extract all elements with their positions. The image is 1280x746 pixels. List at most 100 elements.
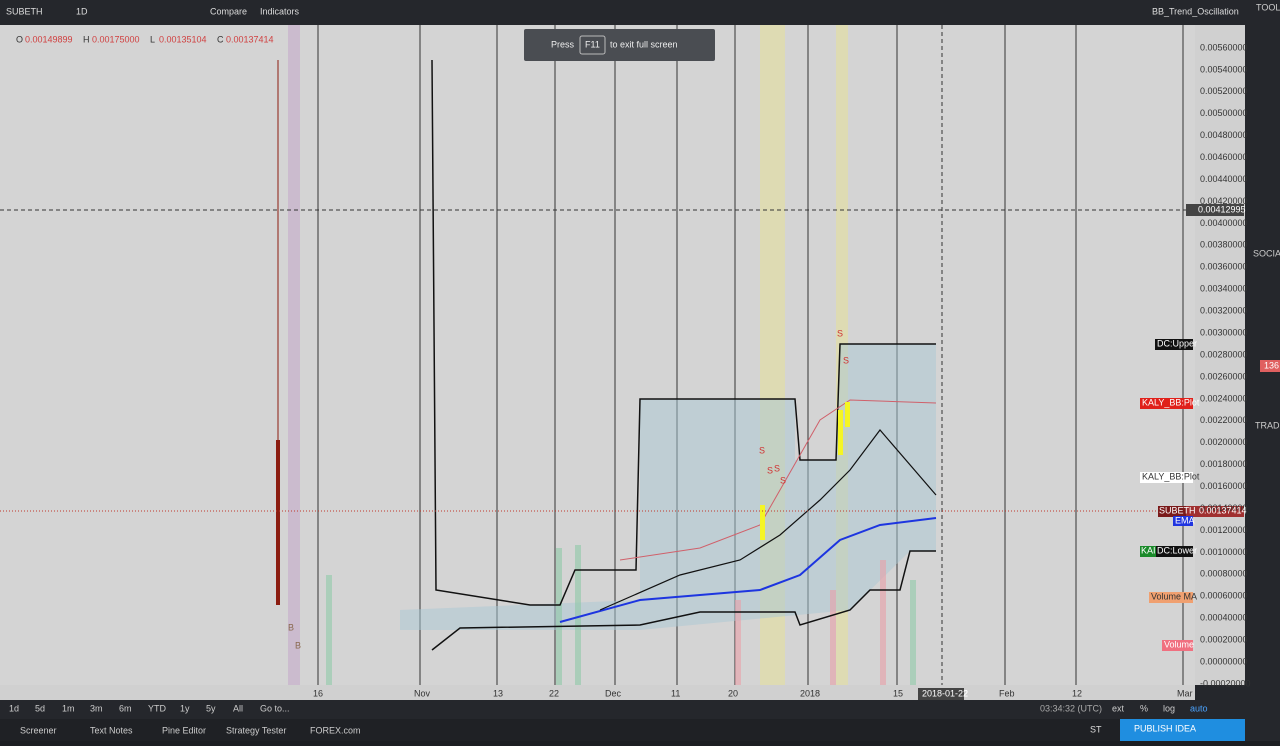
time-label: 16 bbox=[313, 688, 323, 698]
ohlc-value: 0.00135104 bbox=[159, 34, 207, 44]
price-label: 0.00160000 bbox=[1200, 481, 1248, 491]
label-box bbox=[1173, 516, 1193, 526]
price-label: 0.00300000 bbox=[1200, 327, 1248, 337]
bottom-tab[interactable]: FOREX.com bbox=[310, 725, 361, 735]
bottom-tab[interactable]: Pine Editor bbox=[162, 725, 206, 735]
range-button[interactable]: 1m bbox=[62, 703, 75, 713]
last-price-box bbox=[1186, 506, 1244, 517]
time-label: 11 bbox=[671, 688, 680, 698]
label-box bbox=[1156, 546, 1193, 557]
time-label: 2018 bbox=[800, 688, 820, 698]
toast-text: Press bbox=[551, 39, 575, 49]
time-label: Feb bbox=[999, 688, 1015, 698]
range-button[interactable]: 5y bbox=[206, 703, 216, 713]
sidebar-section: TRADE bbox=[1255, 420, 1280, 430]
range-button[interactable]: Go to... bbox=[260, 703, 290, 713]
range-button[interactable]: YTD bbox=[148, 703, 167, 713]
buy-marker: B bbox=[288, 622, 294, 632]
volume-bar bbox=[830, 590, 836, 685]
chart-area bbox=[0, 25, 1195, 685]
basis-line bbox=[599, 429, 937, 611]
time-label: 15 bbox=[893, 688, 903, 698]
crosshair-date-box bbox=[918, 688, 964, 700]
volume-bars bbox=[326, 545, 916, 685]
price-label: 0.00540000 bbox=[1200, 64, 1248, 74]
price-label: 0.00180000 bbox=[1200, 459, 1248, 469]
volume-bar bbox=[556, 548, 562, 685]
price-label: 0.00020000 bbox=[1200, 634, 1248, 644]
price-label: 0.00380000 bbox=[1200, 240, 1248, 250]
st-icon[interactable]: ST bbox=[1090, 724, 1102, 734]
interval[interactable]: 1D bbox=[76, 6, 88, 16]
key-box bbox=[579, 35, 606, 55]
volume-bar bbox=[735, 600, 741, 685]
dc-upper-line bbox=[431, 59, 936, 606]
range-button[interactable]: 1d bbox=[9, 703, 19, 713]
series-label: DC:Lower bbox=[1157, 545, 1197, 555]
price-label: 0.00200000 bbox=[1200, 437, 1248, 447]
sell-marker: S bbox=[780, 475, 786, 485]
label-box bbox=[1149, 592, 1193, 603]
crosshair-price: 0.00412995 bbox=[1198, 204, 1246, 214]
price-label: 0.00000000 bbox=[1200, 656, 1248, 666]
badge: 136 bbox=[1264, 360, 1279, 370]
price-label: 0.00080000 bbox=[1200, 569, 1248, 579]
time-label: 22 bbox=[549, 688, 559, 698]
label-box bbox=[1140, 398, 1193, 409]
range-button[interactable]: All bbox=[233, 703, 243, 713]
layout-name[interactable]: BB_Trend_Oscillation bbox=[1152, 6, 1239, 16]
series-label: EMA bbox=[1175, 515, 1195, 525]
series-label: Volume MA bbox=[1151, 591, 1197, 601]
volume-bar bbox=[326, 575, 332, 685]
publish-label[interactable]: PUBLISH IDEA bbox=[1134, 723, 1196, 733]
price-label: 0.00140000 bbox=[1200, 503, 1248, 513]
bottom-tab[interactable]: Text Notes bbox=[90, 725, 133, 735]
price-label: 0.00220000 bbox=[1200, 415, 1248, 425]
series-label: KALY_BB:Plot bbox=[1142, 471, 1200, 481]
price-label: 0.00520000 bbox=[1200, 86, 1248, 96]
volume-bar bbox=[575, 545, 581, 685]
clock: 03:34:32 (UTC) bbox=[1040, 703, 1102, 713]
candle bbox=[838, 410, 843, 455]
tab-bar bbox=[0, 719, 1245, 741]
time-axis bbox=[0, 685, 1195, 700]
volume-bar bbox=[880, 560, 886, 685]
series-label: Volume bbox=[1164, 639, 1194, 649]
range-button[interactable]: 5d bbox=[35, 703, 45, 713]
indicators-button[interactable]: Indicators bbox=[260, 6, 300, 16]
sidebar-section: SOCIAL bbox=[1253, 248, 1280, 258]
bottom-tab[interactable]: Strategy Tester bbox=[226, 725, 286, 735]
price-label: 0.00260000 bbox=[1200, 371, 1248, 381]
label-box bbox=[1140, 472, 1193, 483]
log-toggle[interactable]: log bbox=[1163, 703, 1175, 713]
range-button[interactable]: 3m bbox=[90, 703, 103, 713]
ext-toggle[interactable]: ext bbox=[1112, 703, 1125, 713]
crosshair-price-box bbox=[1186, 204, 1244, 216]
sell-marker: S bbox=[767, 465, 773, 475]
bottom-tab[interactable]: Screener bbox=[20, 725, 57, 735]
compare-button[interactable]: Compare bbox=[210, 6, 247, 16]
price-label: 0.00060000 bbox=[1200, 591, 1248, 601]
price-label: 0.00120000 bbox=[1200, 525, 1248, 535]
ohlc-key: O bbox=[16, 34, 23, 44]
time-label: Mar bbox=[1177, 688, 1193, 698]
series-label: SUBETH bbox=[1159, 505, 1196, 515]
candle bbox=[845, 402, 850, 427]
auto-toggle[interactable]: auto bbox=[1190, 703, 1208, 713]
sell-marker: S bbox=[774, 463, 780, 473]
sell-marker: S bbox=[843, 355, 849, 365]
percent-toggle[interactable]: % bbox=[1140, 703, 1148, 713]
price-label: 0.00320000 bbox=[1200, 306, 1248, 316]
bb-upper-line bbox=[619, 399, 937, 561]
price-label: 0.00500000 bbox=[1200, 108, 1248, 118]
time-label: Dec bbox=[605, 688, 622, 698]
price-label: 0.00400000 bbox=[1200, 218, 1248, 228]
range-button[interactable]: 6m bbox=[119, 703, 132, 713]
publish-button[interactable] bbox=[1120, 719, 1245, 741]
badge-box bbox=[1260, 360, 1280, 372]
symbol[interactable]: SUBETH bbox=[6, 6, 43, 16]
time-label: Nov bbox=[414, 688, 431, 698]
candle bbox=[276, 440, 280, 605]
range-button[interactable]: 1y bbox=[180, 703, 190, 713]
